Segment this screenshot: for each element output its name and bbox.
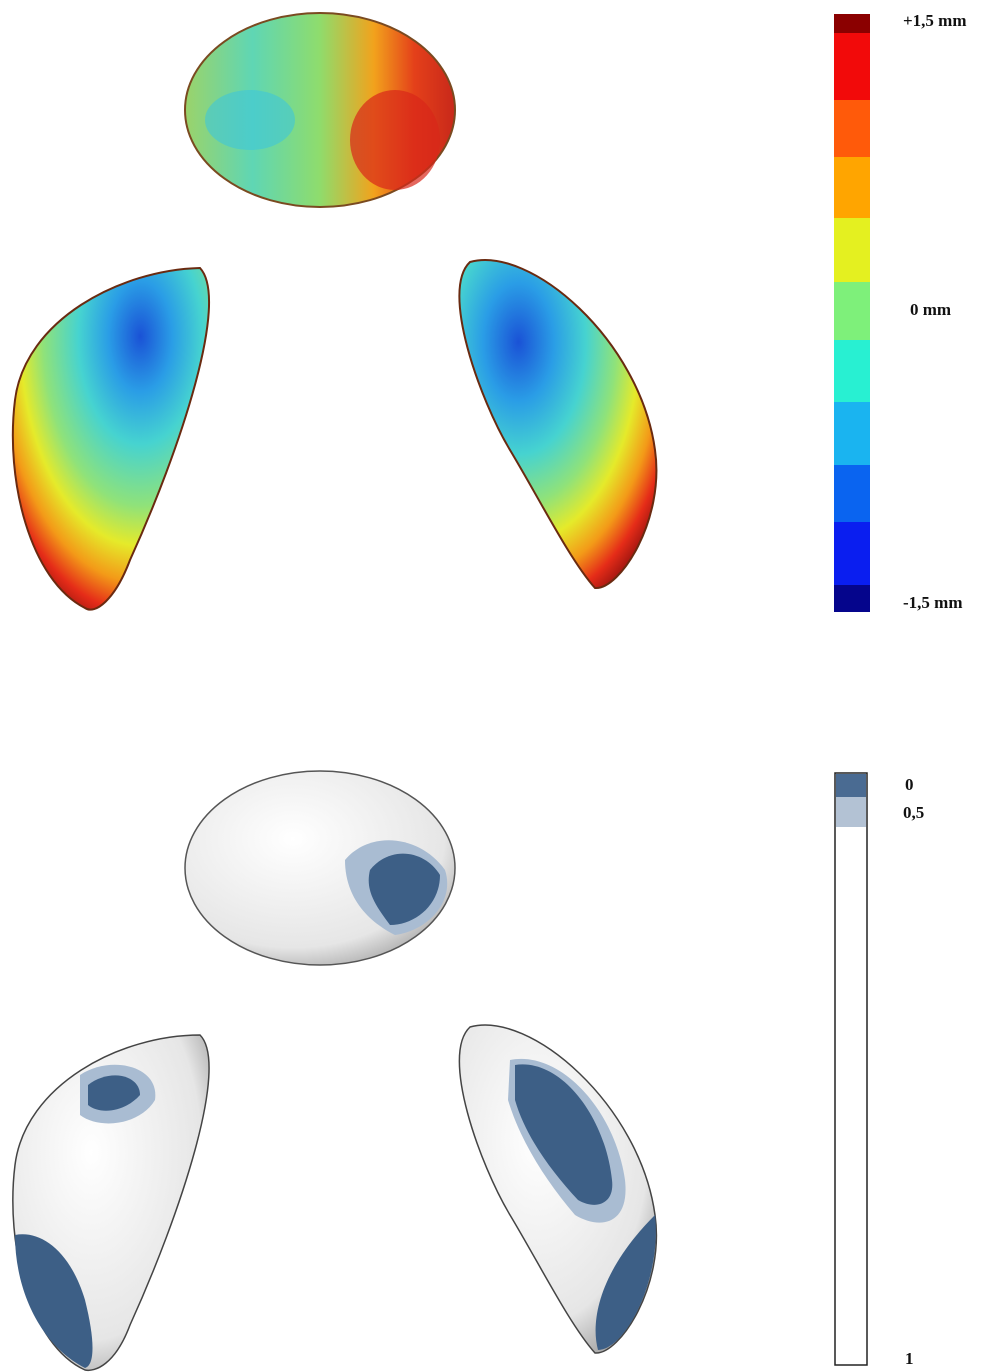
band [836,774,866,797]
band [834,100,870,157]
probability-colorbar: 0 0,5 1 [835,773,924,1368]
scale-label: 0 [905,775,914,794]
probability-maps [13,771,657,1370]
band [836,797,866,827]
bar-frame [835,773,867,1365]
patch [350,90,440,190]
scale-label: +1,5 mm [903,11,967,30]
scale-label: 0 mm [910,300,951,319]
band [834,465,870,522]
scale-label: 0,5 [903,803,924,822]
deviation-maps [13,13,657,610]
figure: +1,5 mm 0 mm -1,5 mm 0 0,5 1 [0,0,985,1372]
band [834,282,870,340]
band [834,340,870,402]
band [834,402,870,465]
band [834,585,870,612]
left-crescent-map [13,268,209,610]
band [834,14,870,33]
band [834,33,870,100]
scale-label: 1 [905,1349,914,1368]
band [834,522,870,585]
patch [205,90,295,150]
right-crescent-map [459,260,656,588]
band [834,218,870,282]
deviation-colorbar: +1,5 mm 0 mm -1,5 mm [834,11,967,612]
scale-label: -1,5 mm [903,593,962,612]
band [834,157,870,218]
